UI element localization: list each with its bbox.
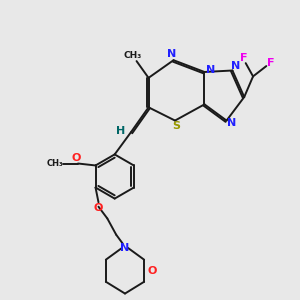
Text: O: O <box>148 266 157 276</box>
Text: O: O <box>94 203 103 213</box>
Text: F: F <box>241 53 248 63</box>
Text: O: O <box>72 153 81 163</box>
Text: H: H <box>116 126 125 136</box>
Text: F: F <box>267 58 274 68</box>
Text: CH₃: CH₃ <box>47 159 63 168</box>
Text: N: N <box>231 61 240 71</box>
Text: N: N <box>227 118 236 128</box>
Text: S: S <box>172 121 181 131</box>
Text: N: N <box>120 243 130 253</box>
Text: CH₃: CH₃ <box>123 51 141 60</box>
Text: N: N <box>167 49 177 59</box>
Text: N: N <box>206 65 216 76</box>
